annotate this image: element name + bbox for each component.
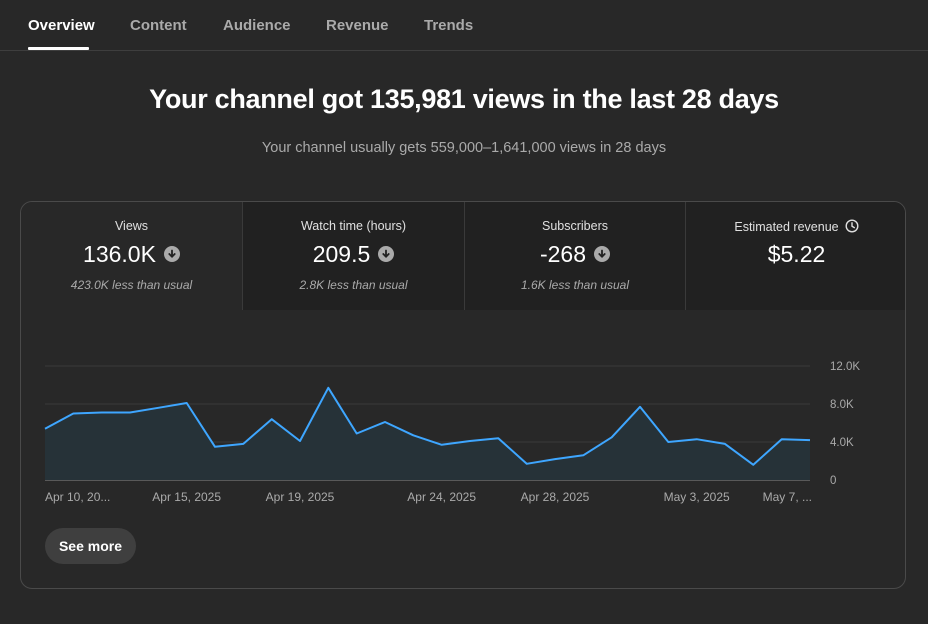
x-tick-label: Apr 24, 2025 [407,490,476,504]
metric-value: 209.5 [312,240,371,267]
x-tick-label: Apr 19, 2025 [266,490,335,504]
metric-label-row: Estimated revenue [686,219,905,234]
metric-tabs: Views 136.0K 423.0K less than usual Watc… [21,202,905,310]
active-tab-indicator [28,47,89,50]
tab-trends[interactable]: Trends [424,17,474,34]
metric-comparison: 423.0K less than usual [70,278,193,292]
overview-card: Views 136.0K 423.0K less than usual Watc… [20,201,906,589]
metric-value: -268 [539,240,587,267]
metric-value: 136.0K [83,240,156,267]
y-tick-label: 4.0K [830,437,854,449]
metric-label: Watch time (hours) [300,219,407,233]
metric-views[interactable]: Views 136.0K 423.0K less than usual [21,202,242,310]
x-tick-label: May 3, 2025 [664,490,730,504]
views-chart: 12.0K 8.0K 4.0K 0 Apr 10, 20... Apr 15, 2025… [44,361,860,504]
y-tick-label: 8.0K [830,399,854,411]
metric-label: Subscribers [542,219,608,233]
clock-icon [845,219,859,233]
metric-estimated-revenue[interactable]: Estimated revenue $5.22 [685,202,905,310]
tab-bar: Overview Content Audience Revenue Trends [0,0,928,51]
tab-content[interactable]: Content [130,17,187,34]
see-more-button[interactable]: See more [45,528,136,564]
y-tick-label: 0 [830,475,836,487]
y-tick-label: 12.0K [830,361,860,373]
chart-area-fill [45,387,810,480]
x-tick-label: May 7, ... [763,490,812,504]
arrow-down-circle-icon [163,246,180,262]
x-tick-label: Apr 15, 2025 [152,490,221,504]
page-headline: Your channel got 135,981 views in the la… [149,84,779,114]
chart-y-axis: 12.0K 8.0K 4.0K 0 [830,361,860,487]
tab-audience[interactable]: Audience [223,17,291,34]
x-tick-label: Apr 28, 2025 [521,490,590,504]
metric-label: Views [114,219,149,233]
metric-subscribers[interactable]: Subscribers -268 1.6K less than usual [464,202,685,310]
tab-overview[interactable]: Overview [28,17,95,34]
arrow-down-circle-icon [378,246,395,262]
metric-watch-time[interactable]: Watch time (hours) 209.5 2.8K less than … [242,202,464,310]
metric-comparison: 1.6K less than usual [520,278,630,292]
metric-value: $5.22 [767,240,826,267]
metric-label: Estimated revenue [734,220,839,234]
chart-x-axis: Apr 10, 20... Apr 15, 2025 Apr 19, 2025 Apr… [45,490,812,504]
x-tick-label: Apr 10, 20... [45,490,110,504]
chart-series-line [44,386,811,466]
metric-comparison: 2.8K less than usual [299,278,408,292]
tab-revenue[interactable]: Revenue [326,17,389,34]
usual-range-text: Your channel usually gets 559,000–1,641,… [261,140,667,156]
arrow-down-circle-icon [594,246,611,262]
